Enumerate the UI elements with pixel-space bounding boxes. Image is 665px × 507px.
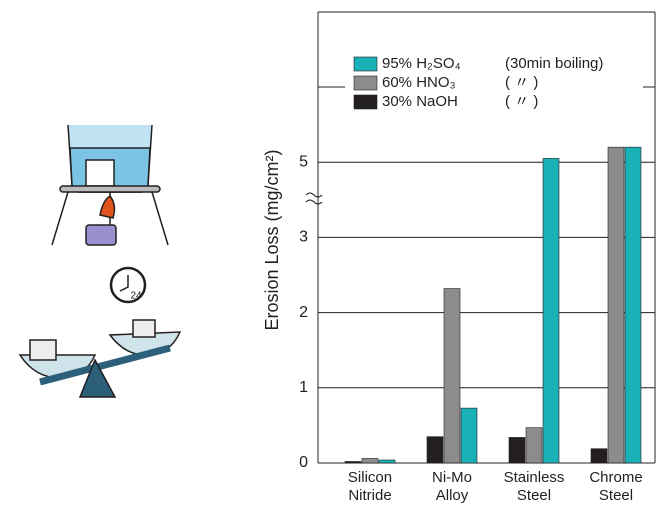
- bar: [508, 437, 526, 464]
- legend-note: (30min boiling): [505, 55, 603, 72]
- bar: [525, 427, 543, 464]
- legend-swatch: [353, 75, 378, 91]
- x-tick-label: Chrome Steel: [589, 469, 642, 504]
- bar: [361, 458, 379, 464]
- y-tick-label: 5: [299, 153, 308, 170]
- legend-swatch: [353, 94, 378, 110]
- x-tick-label: Stainless Steel: [504, 469, 565, 504]
- legend-box: [345, 52, 643, 114]
- x-tick-label: Silicon Nitride: [348, 469, 392, 504]
- plot: 0 1 2 3 5 Silicon Nitride Ni-Mo Alloy Stainless St…: [299, 52, 655, 504]
- legend-note: ( 〃 ): [505, 93, 538, 110]
- x-tick-label: Ni-Mo Alloy: [432, 469, 472, 504]
- bar: [344, 461, 362, 464]
- bar: [426, 436, 444, 464]
- bar: [378, 459, 396, 464]
- y-axis-title: Erosion Loss (mg/cm²): [262, 149, 282, 330]
- legend-label: 95% H₂SO₄: [382, 55, 461, 72]
- bar: [443, 288, 461, 464]
- y-tick-label: 1: [299, 379, 308, 396]
- legend-label: 30% NaOH: [382, 93, 458, 110]
- y-tick-label: 0: [299, 454, 308, 471]
- clock-label: 24: [130, 291, 142, 302]
- bar: [607, 146, 625, 464]
- legend-swatch: [353, 56, 378, 72]
- illustration: [18, 124, 182, 398]
- axis-break: [305, 192, 323, 205]
- y-tick-label: 3: [299, 229, 308, 246]
- bar: [542, 158, 560, 464]
- bar: [590, 448, 608, 464]
- legend-label: 60% HNO₃: [382, 74, 456, 91]
- bar: [460, 407, 478, 464]
- legend-note: ( 〃 ): [505, 74, 538, 91]
- bar: [624, 146, 642, 464]
- y-tick-label: 2: [299, 304, 308, 321]
